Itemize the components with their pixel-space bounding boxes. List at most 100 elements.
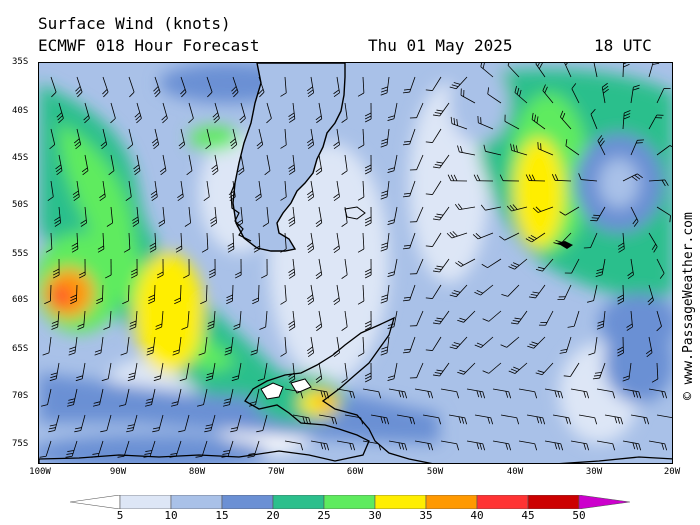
wind-barb [446,231,468,239]
wind-barb [380,180,390,200]
wind-barb [68,336,78,356]
wind-barb [449,284,468,298]
wind-barb [280,128,287,149]
wind-barb [227,232,235,253]
wind-barb [480,63,494,78]
wind-barb [518,388,538,399]
wind-barb [229,128,238,150]
wind-barb [248,388,260,407]
wind-barb [205,362,216,382]
wind-barb [81,154,89,176]
wind-barb [336,388,356,399]
wind-barb [200,284,208,305]
wind-barb [588,336,598,356]
wind-barb [182,258,190,279]
legend-tick: 40 [470,509,484,522]
wind-barb [656,310,662,332]
wind-barb [544,388,564,399]
wind-barb [425,128,442,143]
legend-tick: 15 [215,509,229,522]
wind-barb [341,154,348,175]
wind-barb [103,310,112,330]
wind-barb [155,310,164,330]
wind-barb [161,102,168,124]
wind-barb [425,76,442,91]
lat-label: 40S [12,106,29,116]
wind-barb [563,362,580,377]
wind-barb [120,336,130,356]
wind-barb [528,284,546,299]
wind-barb [414,388,434,399]
wind-barb [127,362,138,382]
legend-tick: 50 [572,509,586,522]
wind-barb [231,76,239,98]
wind-barb [333,76,340,98]
wind-barb [198,336,208,356]
wind-barb [150,180,158,201]
wind-barb [656,88,671,104]
wind-barb [180,76,187,98]
wind-barb [474,284,494,296]
wind-barb [499,174,520,182]
wind-barb [449,336,468,350]
wind-barb [288,206,296,227]
wind-barb [258,76,265,98]
lon-label: 50W [426,467,444,477]
wind-barb [656,258,665,279]
wind-barb [149,232,157,253]
wind-barb [583,232,598,249]
wind-barb [306,76,315,98]
wind-barb [288,362,296,383]
wind-barb [578,173,598,182]
wind-barb [477,115,494,130]
wind-barb [570,440,590,451]
wind-barb [74,414,86,433]
lon-label: 30W [585,467,603,477]
legend-bin [119,495,172,509]
wind-barb [234,258,242,279]
wind-barb [596,388,616,399]
wind-barb [196,388,208,407]
wind-barb [66,388,78,407]
lon-label: 80W [188,467,206,477]
wind-barb [288,310,296,331]
wind-barb [70,284,78,305]
wind-barb [425,336,442,351]
wind-barb [133,154,141,176]
lat-label: 65S [12,344,29,354]
wind-barb [49,128,56,150]
wind-barb [280,180,287,201]
wind-barb [75,362,86,382]
wind-barb [333,232,340,254]
wind-barb [595,258,606,277]
wind-barb [132,206,139,227]
wind-barb [91,440,104,458]
wind-barb [564,63,572,78]
wind-barb [122,284,130,305]
wind-barb [210,206,217,227]
wind-barb [226,284,234,305]
lat-label: 60S [12,295,29,305]
wind-barb [186,154,193,176]
legend-bin [425,495,478,509]
wind-barb [409,206,424,223]
wind-barb [402,336,416,354]
wind-barb [179,362,190,382]
lat-label: 55S [12,249,29,259]
wind-barb [622,440,642,451]
wind-barb [590,206,606,222]
wind-barb [409,258,424,275]
wind-barb [647,284,654,306]
wind-barb [306,232,315,254]
wind-barb [466,388,486,399]
wind-barb [565,139,580,156]
wind-barb [94,336,104,356]
wind-barb [262,206,269,227]
wind-barb [333,180,340,202]
wind-barb [47,180,54,201]
wind-barb [409,362,424,379]
wind-barb [626,310,633,331]
wind-barb [409,102,424,119]
wind-barb [175,232,183,253]
wind-barb [118,388,130,407]
